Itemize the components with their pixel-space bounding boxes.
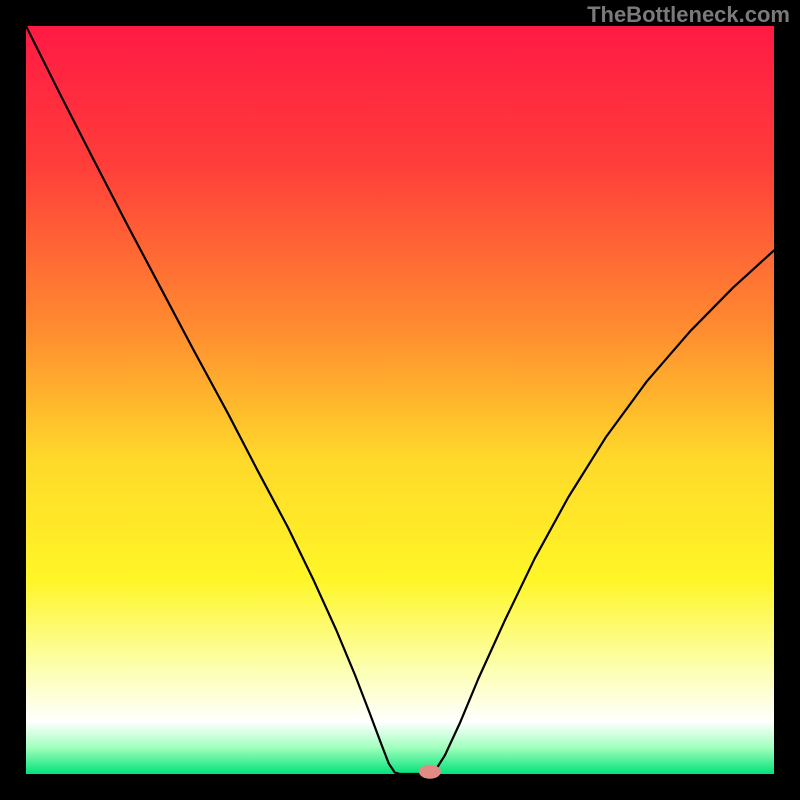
bottleneck-chart (0, 0, 800, 800)
chart-container: TheBottleneck.com (0, 0, 800, 800)
optimal-point-marker (419, 765, 441, 779)
plot-background (26, 26, 774, 774)
watermark-text: TheBottleneck.com (587, 2, 790, 28)
